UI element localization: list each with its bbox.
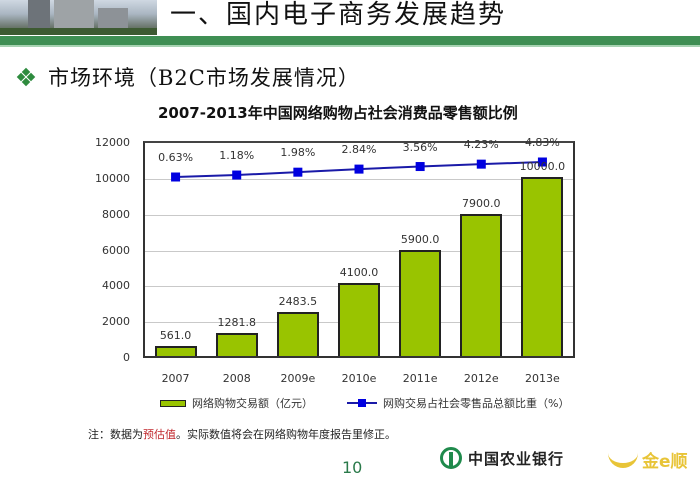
bullet-text: 市场环境（B2C市场发展情况） — [48, 66, 360, 90]
bar — [460, 214, 503, 356]
bullet-row: 市场环境（B2C市场发展情况） — [16, 62, 360, 92]
building-shape — [28, 0, 50, 30]
footnote-prefix: 注：数据为 — [88, 428, 143, 441]
jineshun-logo: 金e顺 — [608, 447, 688, 472]
percent-label: 4.83% — [524, 136, 560, 149]
diamond-bullet-icon — [16, 67, 36, 87]
footnote-suffix: 。实际数值将会在网络购物年度报告里修正。 — [176, 428, 396, 441]
x-tick-label: 2011e — [402, 372, 438, 385]
percent-label: 2.84% — [341, 143, 377, 157]
percent-label: 3.56% — [402, 140, 438, 154]
line-marker — [293, 167, 303, 177]
footnote: 注：数据为预估值。实际数值将会在网络购物年度报告里修正。 — [88, 426, 396, 442]
legend-bar-label: 网络购物交易额（亿元） — [192, 397, 313, 410]
x-tick-label: 2010e — [341, 372, 377, 385]
chart-title: 2007-2013年中国网络购物占社会消费品零售额比例 — [158, 104, 518, 122]
x-tick-label: 2013e — [525, 372, 560, 385]
header-building-photo — [0, 0, 157, 35]
bar — [154, 345, 197, 356]
slide-title: 一、国内电子商务发展趋势 — [170, 0, 507, 30]
bar — [215, 333, 258, 356]
line-marker — [354, 164, 364, 174]
bar-value-label: 7900.0 — [462, 197, 501, 211]
page-number: 10 — [342, 458, 363, 477]
y-tick-label: 12000 — [95, 136, 130, 149]
bar-value-label: 561.0 — [159, 328, 192, 342]
x-tick-label: 2008 — [222, 372, 251, 385]
trees-strip — [0, 28, 157, 35]
bar — [521, 176, 564, 356]
line-marker — [232, 170, 242, 180]
bar-value-label: 5900.0 — [400, 233, 440, 247]
gridline — [145, 250, 573, 252]
y-tick-label: 6000 — [102, 243, 130, 257]
header-divider — [0, 45, 700, 47]
chart-plot-area — [143, 141, 575, 358]
x-tick-label: 2009e — [280, 372, 316, 385]
building-shape — [54, 0, 94, 30]
line-marker — [171, 172, 181, 182]
brand-name: 金e顺 — [642, 452, 688, 472]
percent-label: 4.23% — [463, 138, 499, 152]
percent-label: 0.63% — [158, 151, 194, 164]
percent-line — [171, 157, 547, 182]
line-marker — [476, 159, 486, 169]
percent-label: 1.98% — [280, 146, 316, 160]
y-tick-label: 2000 — [102, 315, 130, 329]
header-green-bar — [0, 36, 700, 45]
percent-label: 1.18% — [219, 149, 255, 163]
bar — [338, 282, 380, 356]
legend-line-label: 网购交易占社会零售品总额比重（%） — [383, 397, 570, 410]
bar-value-label: 10000.0 — [519, 159, 566, 173]
building-shape — [98, 8, 128, 30]
y-tick-label: 0 — [123, 351, 130, 364]
gridline — [145, 214, 573, 216]
legend-line-swatch-icon — [347, 398, 377, 408]
gold-ingot-icon — [608, 452, 638, 468]
chart-legend: 网络购物交易额（亿元） 网购交易占社会零售品总额比重（%） — [160, 395, 569, 411]
footnote-highlight: 预估值 — [143, 428, 176, 441]
bank-name: 中国农业银行 — [468, 449, 565, 468]
y-tick-label: 8000 — [102, 207, 130, 221]
x-tick-label: 2007 — [161, 372, 190, 385]
bar-value-label: 4100.0 — [339, 265, 379, 279]
abc-emblem-icon — [440, 447, 462, 469]
bar — [399, 250, 442, 356]
x-tick-label: 2012e — [463, 372, 499, 385]
y-tick-label: 10000 — [95, 171, 130, 185]
bar — [276, 311, 319, 356]
bar-value-label: 1281.8 — [217, 316, 256, 330]
legend-bar-swatch-icon — [160, 399, 186, 407]
gridline — [145, 178, 573, 180]
bar-value-label: 2483.5 — [278, 294, 318, 308]
y-tick-label: 4000 — [102, 279, 130, 293]
line-marker — [415, 162, 425, 172]
abc-bank-logo: 中国农业银行 — [440, 447, 564, 469]
line-marker — [537, 157, 547, 167]
